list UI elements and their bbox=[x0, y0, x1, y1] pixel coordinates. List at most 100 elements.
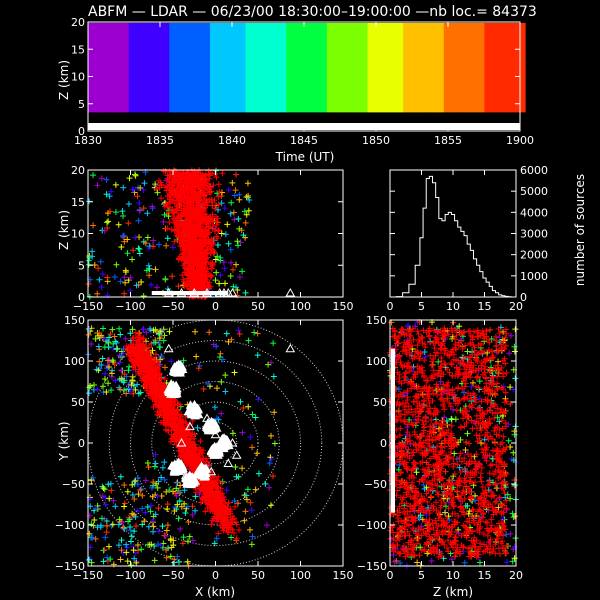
source-marker bbox=[150, 513, 157, 520]
source-marker bbox=[129, 481, 136, 488]
source-marker bbox=[105, 543, 112, 550]
source-marker bbox=[221, 265, 228, 272]
source-marker bbox=[255, 470, 262, 477]
source-marker bbox=[123, 390, 130, 397]
time-strip-band bbox=[230, 23, 236, 113]
source-marker bbox=[191, 168, 198, 175]
source-marker bbox=[126, 175, 133, 182]
y-tick-label: 15 bbox=[71, 196, 85, 209]
time-strip-band bbox=[93, 23, 99, 113]
source-marker bbox=[252, 486, 259, 493]
source-marker bbox=[122, 279, 129, 286]
y-tick-label: 10 bbox=[71, 71, 85, 84]
time-strip-band bbox=[148, 23, 155, 113]
y-tick-label: 6000 bbox=[520, 164, 548, 177]
source-marker bbox=[165, 184, 172, 191]
source-marker bbox=[254, 450, 261, 457]
source-marker bbox=[192, 507, 199, 514]
y-tick-label: 3000 bbox=[520, 228, 548, 241]
histogram-line bbox=[390, 175, 516, 298]
source-marker bbox=[150, 327, 157, 334]
source-marker bbox=[267, 502, 274, 509]
source-marker bbox=[170, 488, 177, 495]
source-marker bbox=[124, 488, 131, 495]
time-strip-band bbox=[174, 23, 181, 113]
source-marker bbox=[179, 234, 186, 241]
source-marker bbox=[139, 492, 146, 499]
source-marker bbox=[236, 273, 243, 280]
source-marker bbox=[207, 260, 214, 267]
y-tick-label: 0 bbox=[520, 291, 527, 304]
source-marker bbox=[247, 499, 254, 506]
source-marker bbox=[233, 473, 240, 480]
source-marker bbox=[175, 515, 182, 522]
time-strip-band bbox=[423, 23, 430, 113]
source-marker bbox=[162, 275, 169, 282]
source-marker bbox=[128, 381, 135, 388]
source-marker bbox=[170, 181, 177, 188]
source-marker bbox=[176, 489, 183, 496]
y-tick-label: 20 bbox=[71, 16, 85, 29]
source-marker bbox=[170, 215, 177, 222]
time-strip-band bbox=[520, 23, 526, 113]
source-marker bbox=[194, 262, 201, 269]
source-marker bbox=[196, 249, 203, 256]
time-strip-band bbox=[331, 23, 338, 113]
source-marker bbox=[216, 353, 223, 360]
source-marker bbox=[236, 225, 243, 232]
time-strip-band bbox=[398, 23, 404, 113]
source-marker bbox=[133, 523, 140, 530]
source-marker bbox=[180, 196, 187, 203]
source-marker bbox=[236, 526, 243, 533]
source-marker bbox=[163, 527, 170, 534]
source-marker bbox=[249, 411, 256, 418]
source-marker bbox=[124, 250, 131, 257]
source-marker bbox=[97, 522, 104, 529]
source-marker bbox=[150, 523, 157, 530]
source-marker bbox=[224, 221, 231, 228]
source-marker bbox=[199, 171, 206, 178]
source-marker bbox=[200, 217, 207, 224]
source-marker bbox=[212, 256, 219, 263]
time-strip-band bbox=[311, 23, 318, 113]
source-marker bbox=[195, 365, 202, 372]
source-marker bbox=[147, 508, 154, 515]
source-marker bbox=[252, 414, 259, 421]
source-marker bbox=[235, 215, 242, 222]
source-marker bbox=[186, 265, 193, 272]
source-marker bbox=[194, 214, 201, 221]
source-marker bbox=[213, 218, 220, 225]
source-marker bbox=[92, 535, 99, 542]
time-strip-band bbox=[154, 23, 160, 113]
y-tick-label: −50 bbox=[62, 478, 85, 491]
source-marker bbox=[164, 506, 171, 513]
source-marker bbox=[86, 530, 93, 537]
source-marker bbox=[104, 338, 111, 345]
source-marker bbox=[262, 480, 269, 487]
source-marker bbox=[171, 209, 178, 216]
source-marker bbox=[196, 236, 203, 243]
x-tick-label: 150 bbox=[333, 300, 354, 313]
source-marker bbox=[104, 274, 111, 281]
source-marker bbox=[115, 521, 122, 528]
source-marker bbox=[243, 492, 250, 499]
source-marker bbox=[191, 186, 198, 193]
x-tick-label: −50 bbox=[161, 300, 184, 313]
time-strip-band bbox=[250, 23, 257, 113]
range-circle bbox=[151, 381, 280, 505]
source-marker bbox=[104, 225, 111, 232]
source-marker bbox=[188, 171, 195, 178]
source-marker bbox=[132, 172, 139, 179]
time-strip-band bbox=[403, 23, 409, 113]
source-marker bbox=[266, 460, 273, 467]
source-marker bbox=[140, 292, 147, 299]
source-marker bbox=[270, 373, 277, 380]
y-tick-label: 100 bbox=[64, 355, 85, 368]
time-strip-band bbox=[108, 23, 114, 113]
source-marker bbox=[108, 370, 115, 377]
source-marker bbox=[137, 371, 144, 378]
figure-title: ABFM — LDAR — 06/23/00 18:30:00–19:00:00… bbox=[88, 4, 537, 20]
range-circle bbox=[108, 340, 323, 546]
